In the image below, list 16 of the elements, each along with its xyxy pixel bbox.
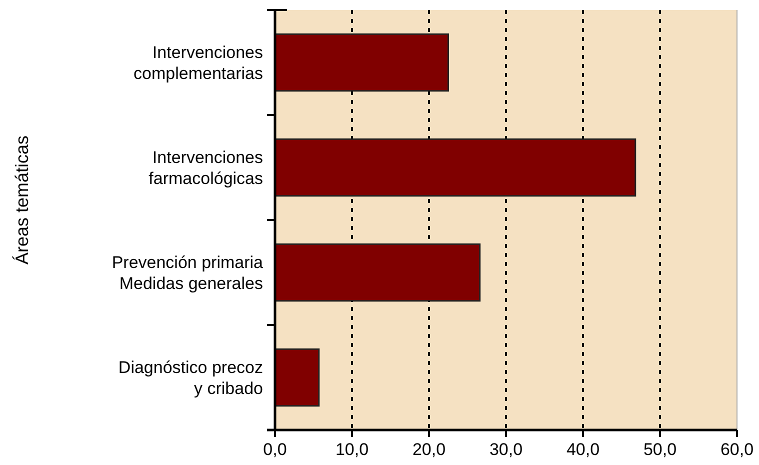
bar [274,138,636,197]
x-tick-label: 0,0 [263,440,287,459]
bar [274,348,320,407]
y-axis-title: Áreas temáticas [12,135,32,265]
x-tick-label: 60,0 [720,440,754,459]
y-tick-label: Diagnóstico precoz y cribado [118,358,263,398]
x-tick-label: 20,0 [412,440,446,459]
x-tick-label: 10,0 [335,440,369,459]
x-tick-label: 50,0 [643,440,677,459]
y-tick-label: Intervenciones farmacológicas [148,148,263,188]
x-tick-label: 40,0 [566,440,600,459]
bar [274,243,481,302]
y-tick-label: Intervenciones complementarias [134,43,263,83]
x-tick-label: 30,0 [489,440,523,459]
bar [274,33,449,92]
y-tick-label: Prevención primaria Medidas generales [112,253,264,293]
